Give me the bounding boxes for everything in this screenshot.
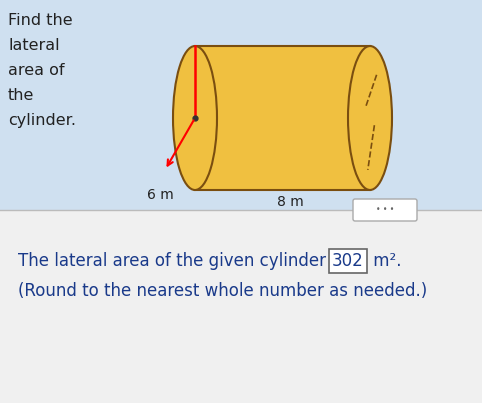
Ellipse shape xyxy=(348,46,392,190)
FancyBboxPatch shape xyxy=(353,199,417,221)
Text: cylinder.: cylinder. xyxy=(8,113,76,128)
Text: the: the xyxy=(8,88,34,103)
Text: • • •: • • • xyxy=(376,206,394,214)
Text: 302: 302 xyxy=(332,252,364,270)
Text: The lateral area of the given cylinder is: The lateral area of the given cylinder i… xyxy=(18,252,350,270)
Text: 6 m: 6 m xyxy=(147,188,174,202)
Bar xyxy=(195,46,370,190)
Bar xyxy=(0,210,482,403)
Text: (Round to the nearest whole number as needed.): (Round to the nearest whole number as ne… xyxy=(18,282,427,300)
Text: 8 m: 8 m xyxy=(277,195,303,209)
Text: Find the: Find the xyxy=(8,13,73,28)
Ellipse shape xyxy=(173,46,217,190)
Text: lateral: lateral xyxy=(8,38,60,53)
Text: m².: m². xyxy=(368,252,402,270)
FancyBboxPatch shape xyxy=(329,249,367,273)
Text: area of: area of xyxy=(8,63,65,78)
